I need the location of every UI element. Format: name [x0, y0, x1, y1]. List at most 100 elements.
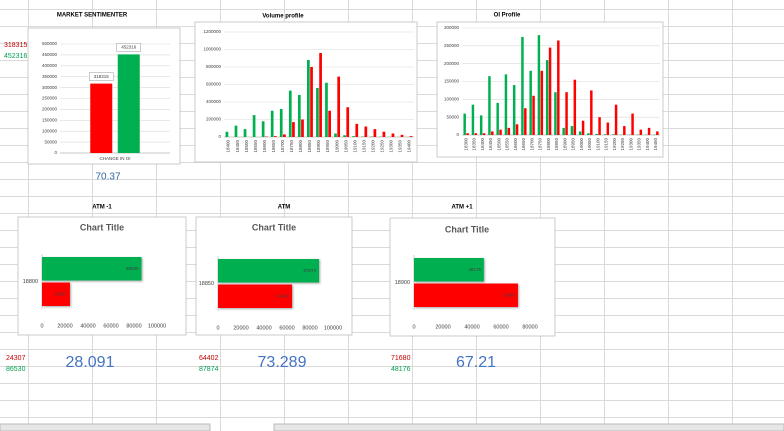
- x-tick-label: 40000: [80, 323, 95, 329]
- x-tick-label: 20000: [57, 323, 72, 329]
- x-tick-label: 19200: [370, 140, 375, 153]
- x-tick-label: 19100: [352, 140, 357, 153]
- bar: [391, 133, 395, 137]
- chart-title: Chart Title: [445, 224, 489, 234]
- bar: [639, 129, 643, 135]
- data-label: 86530: [126, 266, 139, 271]
- chart-title: Chart Title: [80, 222, 124, 232]
- x-tick-label: 18400: [480, 138, 485, 151]
- x-tick-label: 19100: [595, 138, 600, 151]
- y-tick-label: 200000: [42, 107, 58, 112]
- cell: 28.091: [66, 354, 115, 371]
- x-tick-label: 19300: [628, 138, 633, 151]
- x-tick-label: 19350: [398, 140, 403, 153]
- y-tick-label: 0: [218, 134, 221, 139]
- bar: [504, 74, 508, 135]
- bar: [117, 54, 140, 153]
- bar: [355, 123, 359, 137]
- bar: [578, 131, 582, 135]
- y-tick-label: 600000: [206, 82, 222, 87]
- x-tick-label: 20000: [435, 324, 450, 330]
- bar: [554, 92, 557, 135]
- bar: [42, 257, 142, 281]
- x-tick-label: 0: [216, 325, 219, 331]
- chart-title: MARKET SENTIMENTER: [57, 13, 128, 19]
- x-tick-label: 19000: [579, 138, 584, 151]
- bar: [270, 110, 274, 137]
- x-tick-label: 19400: [407, 140, 412, 153]
- bar: [337, 76, 341, 137]
- x-tick-label: 18950: [571, 138, 576, 151]
- bar: [570, 126, 574, 135]
- bar: [532, 95, 535, 135]
- bar: [515, 124, 519, 135]
- bar: [364, 126, 368, 137]
- y-tick-label: 1000000: [203, 47, 221, 52]
- bar: [479, 115, 483, 135]
- y-tick-label: 800000: [206, 64, 222, 69]
- bar: [346, 107, 350, 137]
- scrollbar[interactable]: [273, 423, 784, 431]
- data-label: 87874: [304, 268, 317, 273]
- sheet-tabs[interactable]: [0, 423, 211, 431]
- bar: [325, 82, 328, 137]
- x-tick-label: 18600: [262, 140, 267, 153]
- bar: [524, 108, 527, 135]
- x-tick-label: 18800: [298, 140, 303, 153]
- bar: [606, 122, 610, 135]
- x-tick-label: 18850: [554, 138, 559, 151]
- bar: [529, 70, 532, 135]
- y-tick-label: 450000: [42, 52, 58, 57]
- x-tick-label: CHANGE IN OI: [99, 156, 130, 161]
- cell: 67.21: [456, 354, 496, 371]
- x-tick-label: 18500: [244, 140, 249, 153]
- bar: [587, 133, 590, 135]
- x-tick-label: 18850: [307, 140, 312, 153]
- x-tick-label: 40000: [464, 324, 479, 330]
- bar: [319, 53, 322, 137]
- y-tick-label: 250000: [42, 96, 58, 101]
- bar: [474, 133, 478, 135]
- x-tick-label: 60000: [103, 323, 118, 329]
- x-tick-label: 18900: [562, 138, 567, 151]
- bar: [218, 284, 293, 308]
- x-tick-label: 19250: [620, 138, 625, 151]
- y-tick-label: 100000: [444, 97, 460, 102]
- bar: [611, 134, 615, 135]
- y-tick-label: 200000: [444, 61, 460, 66]
- y-tick-label: 150000: [444, 79, 460, 84]
- y-tick-label: 300000: [444, 25, 460, 30]
- bar: [414, 258, 484, 282]
- data-label: 318315: [94, 74, 110, 79]
- x-tick-label: 18650: [521, 138, 526, 151]
- y-tick-label: 0: [456, 132, 459, 137]
- chart-title: OI Profile: [494, 13, 521, 19]
- x-tick-label: 18300: [463, 138, 468, 151]
- y-tick-label: 100000: [42, 128, 58, 133]
- x-tick-label: 20000: [233, 325, 248, 331]
- x-tick-label: 100000: [324, 325, 342, 331]
- y-tick-label: 1200000: [203, 29, 221, 34]
- bar: [603, 134, 607, 135]
- x-tick-label: 18500: [496, 138, 501, 151]
- bar: [499, 129, 502, 135]
- x-tick-label: 19450: [653, 138, 658, 151]
- y-tick-label: 18850: [199, 281, 214, 287]
- x-tick-label: 18550: [505, 138, 510, 151]
- x-tick-label: 18700: [529, 138, 534, 151]
- y-tick-label: 250000: [444, 43, 460, 48]
- y-tick-label: 50000: [446, 114, 459, 119]
- bar: [581, 120, 585, 135]
- bar: [537, 35, 541, 136]
- cell: 24307: [6, 355, 26, 362]
- x-tick-label: 18700: [280, 140, 285, 153]
- x-tick-label: 19150: [604, 138, 609, 151]
- bar: [307, 60, 310, 137]
- bar: [482, 133, 486, 135]
- x-tick-label: 100000: [148, 323, 166, 329]
- bar: [496, 102, 499, 135]
- bar: [352, 136, 355, 137]
- chart-heading: ATM +1: [451, 205, 473, 211]
